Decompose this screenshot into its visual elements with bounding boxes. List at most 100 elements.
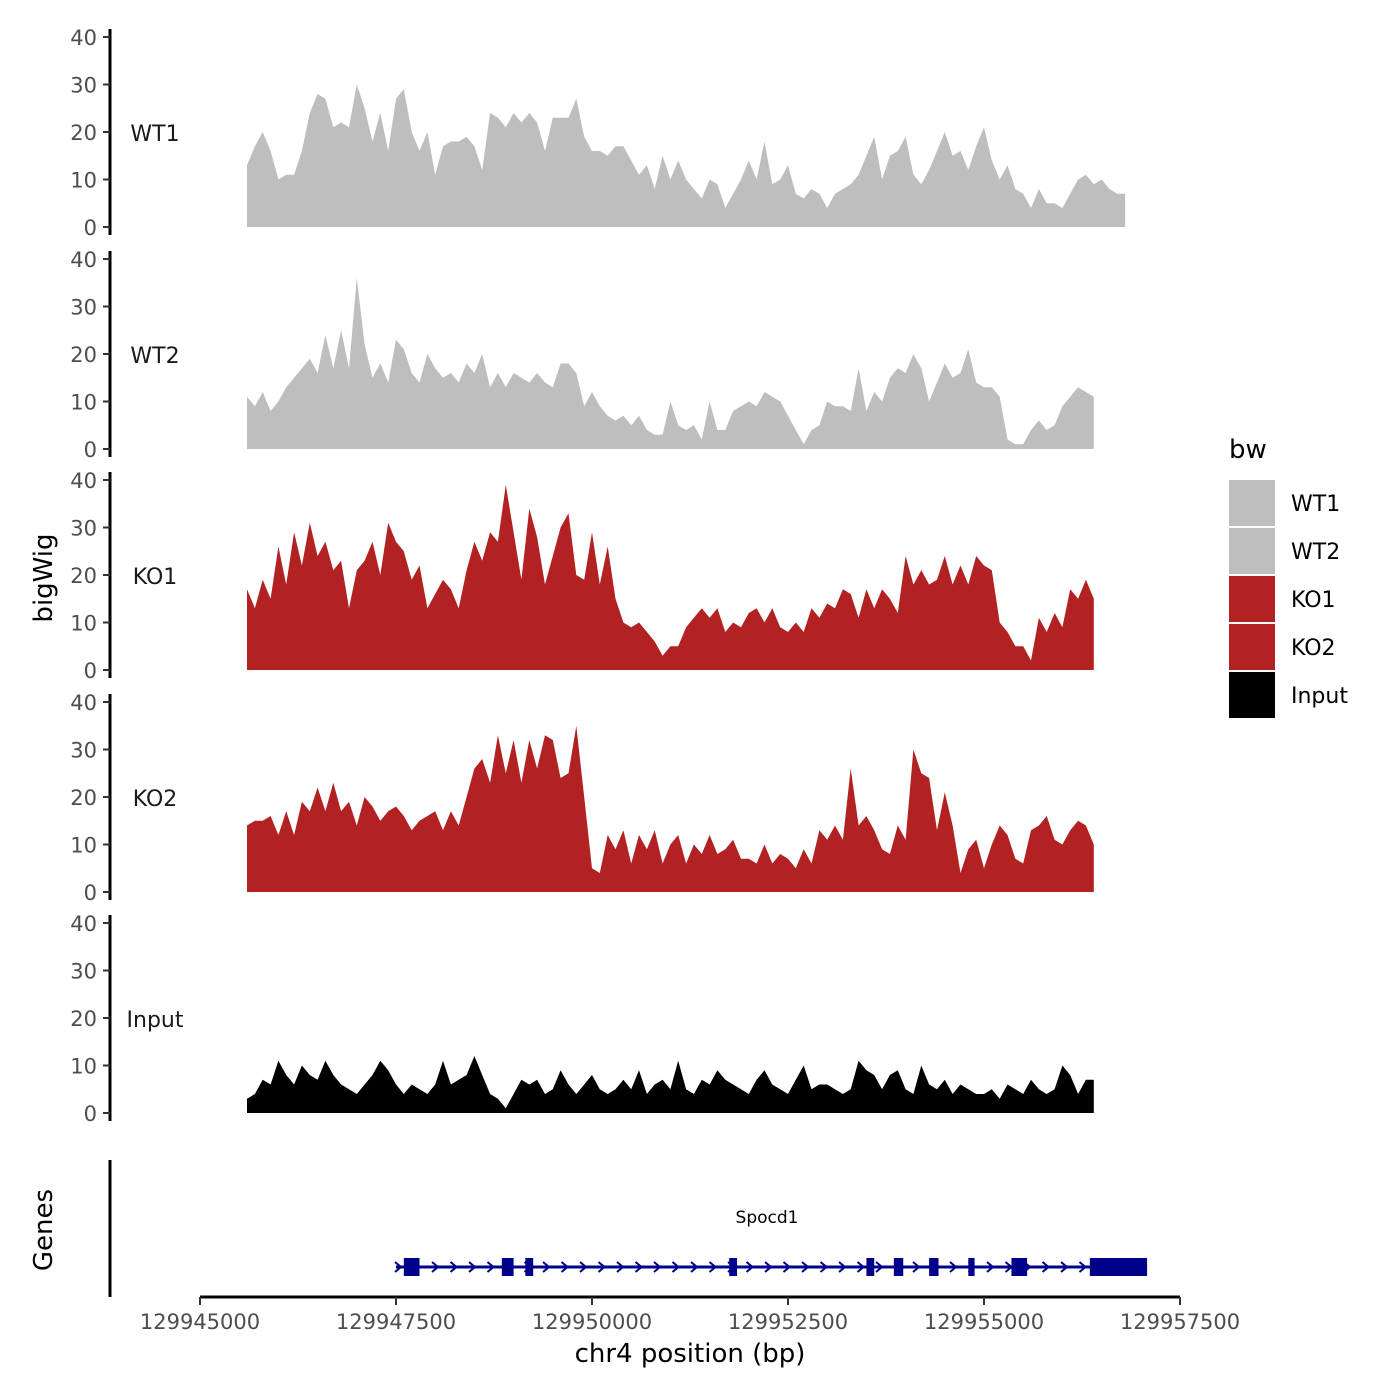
gene-exon xyxy=(929,1258,939,1276)
x-tick-label: 129950000 xyxy=(532,1310,652,1334)
y-tick-label: 0 xyxy=(84,881,97,905)
gene-name-label: Spocd1 xyxy=(736,1208,799,1228)
x-tick-label: 129947500 xyxy=(336,1310,456,1334)
strand-arrow xyxy=(653,1261,662,1273)
strand-arrow xyxy=(1041,1261,1051,1273)
strand-arrow xyxy=(1078,1261,1088,1273)
y-tick-label: 20 xyxy=(70,564,97,588)
y-tick-label: 10 xyxy=(70,391,97,415)
area-wt2 xyxy=(247,278,1094,449)
legend-key-wt1 xyxy=(1229,480,1275,526)
panel-wt2: 0 10 20 30 40 WT2 xyxy=(70,248,1094,462)
panel-wt1: 0 10 20 30 40 WT1 xyxy=(70,26,1126,240)
strand-arrow xyxy=(486,1261,496,1273)
legend: bw WT1 WT2 KO1 KO2 Input xyxy=(1229,435,1348,718)
y-tick-label: 40 xyxy=(70,26,97,50)
panel-input: 0 10 20 30 40 Input xyxy=(70,912,1094,1126)
gene-exon xyxy=(403,1258,420,1276)
legend-key-ko1 xyxy=(1229,576,1275,622)
strand-arrow xyxy=(690,1261,699,1273)
panel-label: KO1 xyxy=(133,565,178,590)
panel-label: KO2 xyxy=(133,787,178,812)
y-tick-label: 20 xyxy=(70,786,97,810)
strand-arrow xyxy=(616,1261,625,1273)
strand-arrow xyxy=(838,1261,847,1273)
y-axis-title: bigWig xyxy=(29,533,59,622)
y-tick-label: 0 xyxy=(84,659,97,683)
y-tick-label: 0 xyxy=(84,216,97,240)
legend-label: WT2 xyxy=(1291,540,1340,565)
y-tick-label: 40 xyxy=(70,912,97,936)
y-tick-label: 10 xyxy=(70,612,97,636)
strand-arrow xyxy=(875,1261,884,1273)
strand-arrow xyxy=(801,1261,810,1273)
strand-arrow xyxy=(912,1261,921,1273)
strand-arrow xyxy=(856,1261,866,1273)
strand-arrow xyxy=(819,1261,829,1273)
area-wt1 xyxy=(247,84,1126,227)
strand-arrow xyxy=(597,1261,607,1273)
y-tick-label: 40 xyxy=(70,469,97,493)
strand-arrow xyxy=(986,1261,995,1273)
panel-label: WT1 xyxy=(130,122,179,147)
strand-arrow xyxy=(1060,1261,1069,1273)
x-tick-label: 129957500 xyxy=(1120,1310,1240,1334)
panel-label: Input xyxy=(127,1008,184,1033)
legend-key-ko2 xyxy=(1229,624,1275,670)
panel-label: WT2 xyxy=(130,344,179,369)
gene-track-ylabel: Genes xyxy=(29,1189,59,1271)
legend-label: KO1 xyxy=(1291,588,1336,613)
strand-arrow xyxy=(708,1261,718,1273)
strand-arrow xyxy=(764,1261,773,1273)
gene-exon xyxy=(866,1258,875,1276)
strand-arrow xyxy=(560,1261,570,1273)
y-tick-label: 20 xyxy=(70,121,97,145)
gene-track: Spocd1 xyxy=(108,1160,1148,1297)
y-tick-label: 0 xyxy=(84,1102,97,1126)
x-tick-label: 129945000 xyxy=(140,1310,260,1334)
strand-arrow xyxy=(745,1261,755,1273)
gene-exon xyxy=(525,1258,534,1276)
y-tick-label: 30 xyxy=(70,517,97,541)
strand-arrow xyxy=(634,1261,644,1273)
y-tick-label: 40 xyxy=(70,248,97,272)
strand-arrow xyxy=(949,1261,958,1273)
x-axis-title: chr4 position (bp) xyxy=(575,1339,806,1369)
strand-arrow xyxy=(782,1261,792,1273)
y-tick-label: 10 xyxy=(70,1055,97,1079)
y-tick-label: 0 xyxy=(84,438,97,462)
strand-arrow xyxy=(542,1261,551,1273)
y-tick-label: 20 xyxy=(70,1007,97,1031)
gene-exon xyxy=(1089,1258,1148,1276)
y-tick-label: 30 xyxy=(70,960,97,984)
legend-title: bw xyxy=(1229,435,1267,465)
panel-ko1: 0 10 20 30 40 KO1 xyxy=(70,469,1094,683)
legend-label: KO2 xyxy=(1291,636,1336,661)
legend-key-input xyxy=(1229,672,1275,718)
x-axis: 129945000 129947500 129950000 129952500 1299… xyxy=(140,1295,1240,1334)
strand-arrow xyxy=(671,1261,681,1273)
area-input xyxy=(247,1056,1094,1113)
legend-label: WT1 xyxy=(1291,492,1340,517)
strand-arrow xyxy=(449,1261,459,1273)
y-tick-label: 30 xyxy=(70,739,97,763)
x-tick-label: 129955000 xyxy=(924,1310,1044,1334)
x-tick-label: 129952500 xyxy=(728,1310,848,1334)
legend-label: Input xyxy=(1291,684,1348,709)
strand-arrow xyxy=(468,1261,477,1273)
area-ko1 xyxy=(247,484,1094,670)
gene-exon xyxy=(893,1258,904,1276)
bigwig-panels: 0 10 20 30 40 WT1 0 10 20 30 40 WT2 0 10 20 30 40 KO1 0 10 2… xyxy=(70,26,1126,1126)
y-tick-label: 10 xyxy=(70,834,97,858)
strand-arrow xyxy=(579,1261,588,1273)
y-tick-label: 10 xyxy=(70,169,97,193)
gene-exon xyxy=(501,1258,514,1276)
y-tick-label: 30 xyxy=(70,296,97,320)
area-ko2 xyxy=(247,725,1094,892)
gene-exon xyxy=(1011,1258,1028,1276)
strand-arrow xyxy=(431,1261,440,1273)
gene-exon xyxy=(729,1258,738,1276)
legend-key-wt2 xyxy=(1229,528,1275,574)
y-tick-label: 20 xyxy=(70,343,97,367)
